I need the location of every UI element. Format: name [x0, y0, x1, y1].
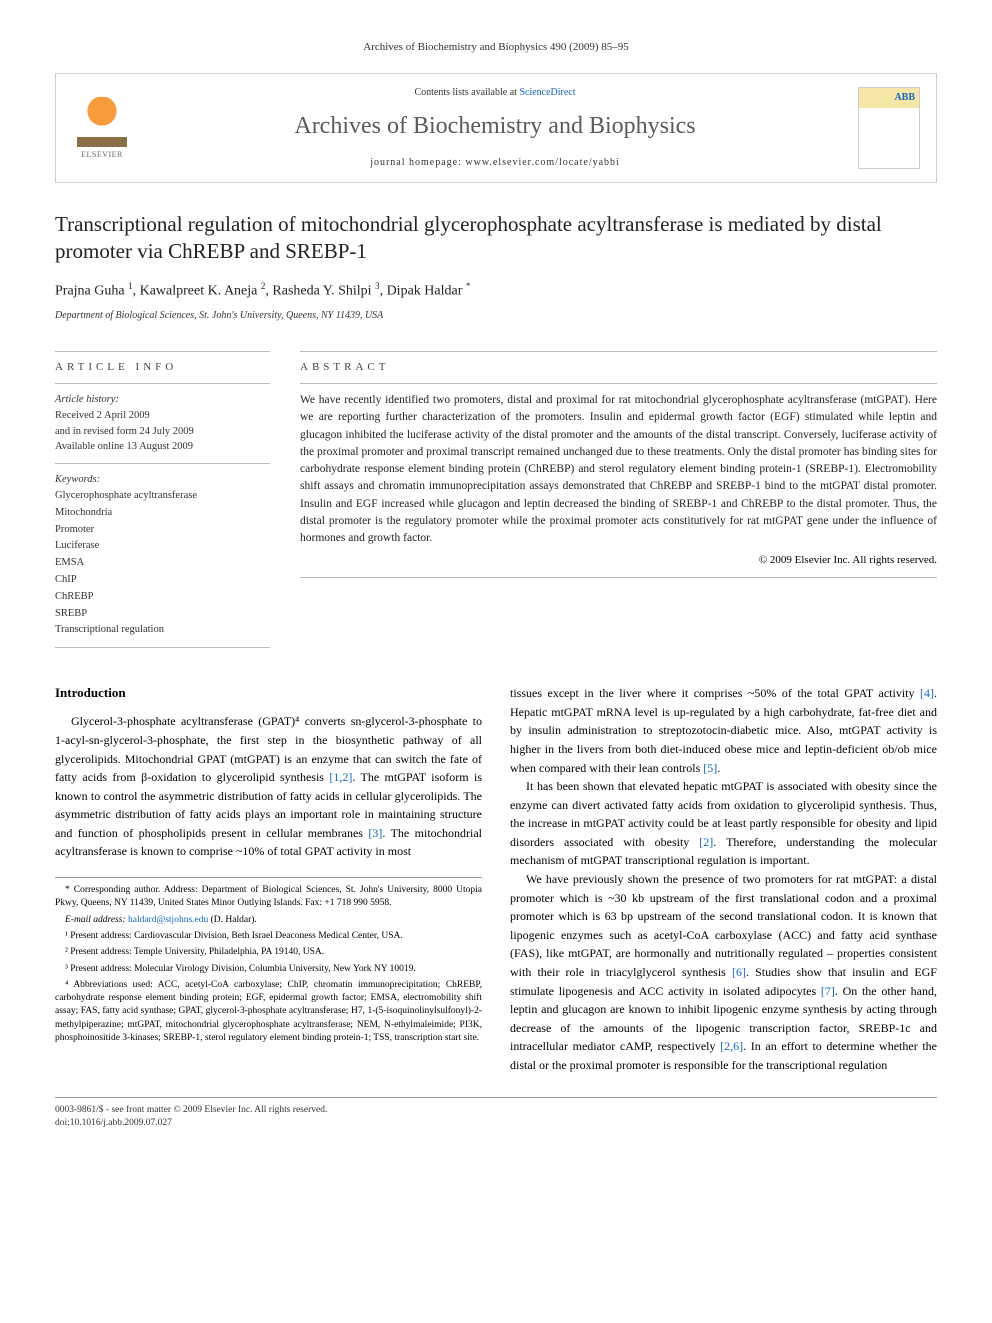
journal-cover-thumbnail: [858, 87, 920, 169]
history-line: Available online 13 August 2009: [55, 439, 270, 455]
sciencedirect-link[interactable]: ScienceDirect: [519, 87, 575, 98]
citation-link[interactable]: [3]: [368, 826, 382, 840]
journal-name: Archives of Biochemistry and Biophysics: [150, 110, 840, 144]
keyword-item: Glycerophosphate acyltransferase: [55, 488, 270, 505]
keywords-list: Glycerophosphate acyltransferaseMitochon…: [55, 488, 270, 639]
running-head: Archives of Biochemistry and Biophysics …: [55, 40, 937, 55]
abstract-column: ABSTRACT We have recently identified two…: [300, 343, 937, 656]
divider: [300, 383, 937, 384]
abstract-heading: ABSTRACT: [300, 360, 937, 375]
email-label: E-mail address:: [65, 915, 128, 925]
keyword-item: EMSA: [55, 555, 270, 572]
keyword-item: Promoter: [55, 522, 270, 539]
keyword-item: Transcriptional regulation: [55, 622, 270, 639]
journal-masthead: ELSEVIER Contents lists available at Sci…: [55, 73, 937, 183]
homepage-prefix: journal homepage:: [370, 157, 465, 168]
citation-link[interactable]: [2,6]: [720, 1039, 743, 1053]
page-footer: 0003-9861/$ - see front matter © 2009 El…: [55, 1097, 937, 1131]
keyword-item: Luciferase: [55, 538, 270, 555]
present-address-note: ¹ Present address: Cardiovascular Divisi…: [55, 930, 482, 943]
corresponding-author-note: * Corresponding author. Address: Departm…: [55, 884, 482, 911]
doi-line: doi:10.1016/j.abb.2009.07.027: [55, 1117, 937, 1130]
body-column-right: tissues except in the liver where it com…: [510, 684, 937, 1074]
email-link[interactable]: haldard@stjohns.edu: [128, 915, 208, 925]
body-column-left: Introduction Glycerol-3-phosphate acyltr…: [55, 684, 482, 1074]
divider: [55, 463, 270, 464]
email-suffix: (D. Haldar).: [208, 915, 257, 925]
keyword-item: ChREBP: [55, 589, 270, 606]
body-paragraph: Glycerol-3-phosphate acyltransferase (GP…: [55, 712, 482, 861]
front-matter-line: 0003-9861/$ - see front matter © 2009 El…: [55, 1104, 937, 1117]
history-line: Received 2 April 2009: [55, 408, 270, 424]
homepage-url[interactable]: www.elsevier.com/locate/yabbi: [465, 157, 619, 168]
article-title: Transcriptional regulation of mitochondr…: [55, 211, 937, 266]
citation-link[interactable]: [4]: [920, 686, 934, 700]
citation-link[interactable]: [5]: [703, 761, 717, 775]
citation-link[interactable]: [1,2]: [329, 770, 352, 784]
citation-link[interactable]: [7]: [821, 984, 835, 998]
divider: [55, 647, 270, 648]
divider: [300, 577, 937, 578]
divider: [300, 351, 937, 352]
keyword-item: Mitochondria: [55, 505, 270, 522]
citation-link[interactable]: [6]: [732, 965, 746, 979]
body-paragraph: It has been shown that elevated hepatic …: [510, 777, 937, 870]
elsevier-tree-icon: [77, 97, 127, 147]
body-paragraph: tissues except in the liver where it com…: [510, 684, 937, 777]
elsevier-logo: ELSEVIER: [72, 92, 132, 164]
abbreviations-note: ⁴ Abbreviations used: ACC, acetyl-CoA ca…: [55, 979, 482, 1045]
citation-link[interactable]: [2]: [699, 835, 713, 849]
divider: [55, 383, 270, 384]
history-line: and in revised form 24 July 2009: [55, 424, 270, 440]
present-address-note: ² Present address: Temple University, Ph…: [55, 946, 482, 959]
introduction-heading: Introduction: [55, 684, 482, 702]
history-label: Article history:: [55, 392, 270, 408]
abstract-copyright: © 2009 Elsevier Inc. All rights reserved…: [300, 553, 937, 568]
abstract-text: We have recently identified two promoter…: [300, 392, 937, 547]
footnotes-block: * Corresponding author. Address: Departm…: [55, 877, 482, 1045]
present-address-note: ³ Present address: Molecular Virology Di…: [55, 963, 482, 976]
body-paragraph: We have previously shown the presence of…: [510, 870, 937, 1075]
publisher-name: ELSEVIER: [81, 149, 123, 160]
affiliation: Department of Biological Sciences, St. J…: [55, 309, 937, 323]
email-line: E-mail address: haldard@stjohns.edu (D. …: [55, 914, 482, 927]
article-info-heading: ARTICLE INFO: [55, 360, 270, 375]
article-info-sidebar: ARTICLE INFO Article history: Received 2…: [55, 343, 270, 656]
contents-line: Contents lists available at ScienceDirec…: [150, 86, 840, 100]
divider: [55, 351, 270, 352]
authors-list: Prajna Guha 1, Kawalpreet K. Aneja 2, Ra…: [55, 280, 937, 301]
keyword-item: SREBP: [55, 606, 270, 623]
homepage-line: journal homepage: www.elsevier.com/locat…: [150, 156, 840, 170]
keywords-label: Keywords:: [55, 472, 270, 488]
contents-prefix: Contents lists available at: [414, 87, 519, 98]
keyword-item: ChIP: [55, 572, 270, 589]
